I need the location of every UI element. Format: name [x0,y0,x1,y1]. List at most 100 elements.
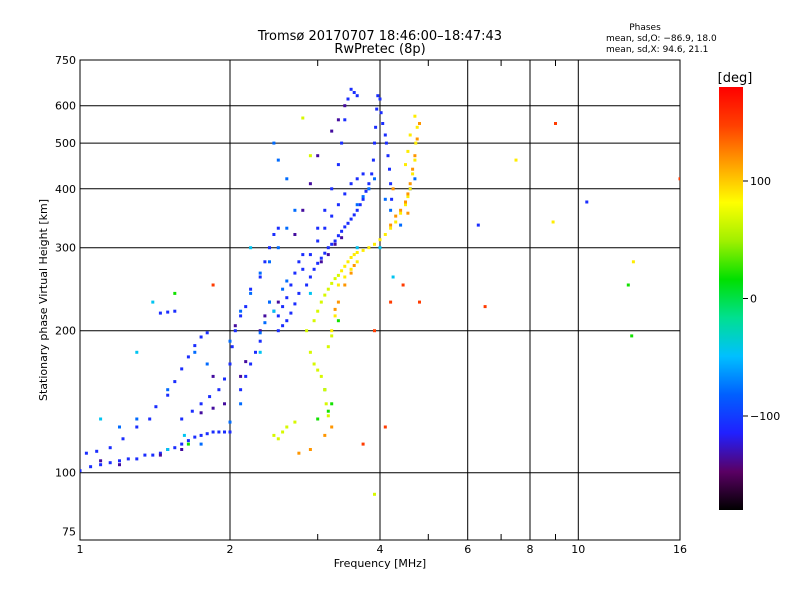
echo-point [336,203,340,207]
echo-point [373,242,376,246]
echo-point [408,187,412,191]
echo-point [281,430,285,434]
echo-point [285,296,289,300]
echo-point [326,414,330,418]
echo-point [297,451,301,455]
echo-point [355,246,359,250]
echo-point [336,163,340,167]
echo-point [151,300,155,304]
echo-point [263,314,267,318]
echo-point [330,281,334,285]
echo-point [258,331,262,335]
echo-point [319,374,323,378]
echo-point [301,116,305,120]
echo-point [249,287,253,291]
echo-point [330,214,334,218]
colorbar-tick-label: −100 [750,410,780,423]
echo-point [276,314,280,318]
echo-point [228,362,232,366]
plot-area [79,59,681,541]
echo-point [173,380,177,384]
echo-point [268,300,271,304]
echo-point [312,319,316,323]
echo-point [121,437,125,441]
echo-point [135,457,139,461]
echo-point [89,465,93,469]
echo-point [316,239,320,243]
echo-point [352,253,356,257]
echo-point [312,267,316,271]
x-tick-labels: 1 2 4 6 8 10 16 [77,543,688,556]
echo-point [211,374,215,378]
echo-point [391,187,395,191]
echo-point [166,393,170,397]
echo-point [352,264,356,267]
echo-point [319,256,323,260]
echo-point [244,374,248,378]
echo-point [254,350,257,354]
echo-point [148,417,152,421]
echo-point [483,305,487,309]
echo-point [285,319,289,323]
echo-point [182,433,186,437]
echo-point [413,154,417,158]
echo-point [297,260,301,264]
echo-point [118,425,121,429]
echo-point [330,329,334,333]
echo-point [333,314,337,318]
echo-point [223,377,226,381]
minor-ticks [317,60,556,540]
echo-point [135,350,139,354]
echo-point [276,226,280,230]
echo-point [371,158,375,162]
echo-point [394,214,398,218]
echo-point [406,211,410,215]
echo-point [239,402,243,406]
echo-point [228,420,232,424]
x-tick-label: 4 [377,543,384,556]
echo-point [99,463,103,467]
echo-point [289,311,293,315]
echo-point [370,172,374,176]
echo-point [373,329,376,333]
echo-point [143,453,147,457]
echo-point [180,367,184,371]
echo-point [239,314,243,318]
echo-point [406,195,410,199]
echo-point [249,291,253,295]
echo-point [199,433,203,437]
echo-point [135,417,139,421]
echo-point [272,141,276,145]
echo-point [316,417,320,421]
echo-point [386,154,390,158]
echo-point [173,291,177,295]
echo-point [276,300,280,304]
echo-point [205,432,209,436]
echo-point [285,279,289,283]
echo-point [373,177,376,181]
echo-point [626,283,630,287]
echo-point [276,329,280,333]
colorbar-gradient [719,87,743,510]
colorbar-label: [deg] [718,71,753,86]
x-tick-label: 8 [527,543,534,556]
echo-point [383,425,387,429]
chart-title: Tromsø 20170707 18:46:00–18:47:43 [257,29,502,44]
echo-point [199,442,203,446]
echo-point [411,172,415,176]
echo-point [223,402,226,406]
echo-point [343,225,347,229]
echo-point [199,402,203,406]
echo-point [367,187,371,191]
echo-point [319,260,323,264]
echo-point [415,125,419,129]
x-axis-label: Frequency [MHz] [334,557,426,570]
echo-point [308,350,312,354]
echo-point [389,182,393,186]
echo-point [340,269,344,273]
echo-point [258,339,262,343]
echo-point [316,154,320,158]
echo-point [336,283,340,287]
echo-point [211,283,215,287]
